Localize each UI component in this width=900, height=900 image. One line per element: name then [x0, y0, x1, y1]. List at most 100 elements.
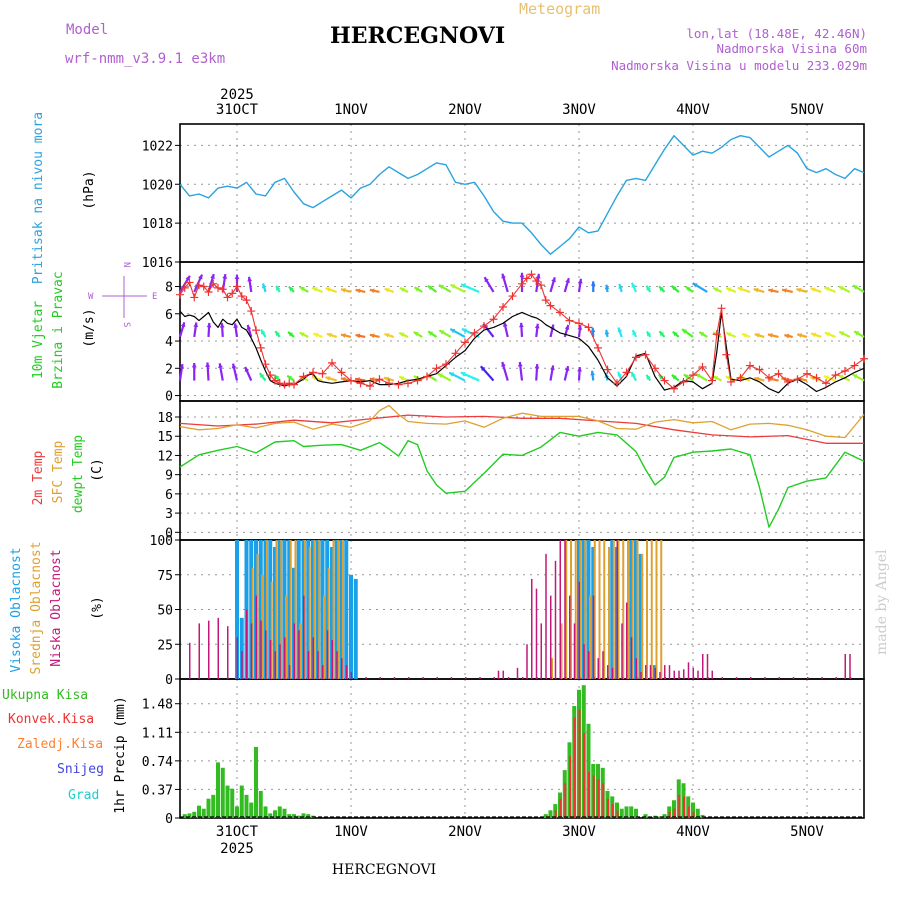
precip-total-bar [657, 816, 662, 818]
low-cloud-bar [569, 595, 571, 679]
wind-arrow-head [340, 333, 346, 338]
gust-marker [831, 371, 840, 380]
wind-arrow-head [726, 287, 732, 292]
gust-marker [556, 308, 564, 317]
low-cloud-bar [279, 644, 281, 679]
wind-arrow-head [244, 366, 250, 372]
wind-arrow-head [796, 287, 802, 293]
low-cloud-baseline [393, 677, 396, 679]
wind-arrow-head [218, 363, 223, 368]
low-cloud-bar [345, 665, 348, 679]
wind-arrow-head [191, 362, 197, 368]
gust-marker [261, 360, 270, 369]
wind-arrow-head [725, 375, 731, 381]
gust-marker [404, 379, 412, 388]
low-cloud-bar [559, 540, 561, 679]
precip-total-bar [629, 806, 634, 818]
low-cloud-bar [326, 630, 329, 679]
watermark: made by Angel [874, 549, 890, 655]
wind-arrow-head [659, 286, 664, 292]
low-cloud-bar [640, 672, 642, 679]
wind-arrow-head [355, 333, 361, 339]
mid-cloud-bar [285, 595, 287, 679]
y-tick-label: 15 [157, 430, 173, 445]
wind-arrow-head [534, 323, 540, 329]
high-cloud-bar [277, 540, 282, 679]
wind-arrow-head [767, 333, 773, 338]
wind-arrow-head [369, 377, 375, 382]
low-cloud-baseline [650, 677, 652, 679]
high-cloud-bar [586, 540, 591, 679]
low-cloud-bar [611, 667, 614, 679]
wind-compass: W E N S [88, 262, 157, 327]
low-cloud-baseline [408, 677, 410, 679]
wind-arrow-head [632, 330, 637, 336]
gust-marker [736, 373, 745, 382]
high-cloud-bar [344, 540, 349, 679]
date-label-top: 5NOV [790, 102, 824, 118]
dewpoint-line [179, 431, 865, 528]
gust-marker [603, 365, 612, 374]
wind-arrow-head [517, 362, 523, 367]
wind-arrow-head [460, 283, 466, 289]
mid-cloud-bar [251, 567, 254, 679]
low-cloud-bar [531, 578, 533, 679]
gust-marker [508, 292, 517, 301]
wind-arrow-head [450, 328, 456, 334]
gust-marker [470, 328, 479, 337]
date-label-bottom: 4NOV [676, 824, 710, 840]
precip-conv-bar [597, 779, 600, 818]
gust-marker [214, 283, 222, 292]
y-tick-label: 4 [165, 335, 173, 350]
gust-marker [803, 369, 811, 378]
mid-cloud-bar [266, 540, 268, 679]
date-label-top: 3NOV [562, 102, 596, 118]
wind-arrow-head [742, 333, 747, 338]
low-cloud-bar [664, 665, 666, 679]
gust-marker [413, 376, 422, 385]
gust-marker [850, 361, 859, 370]
low-cloud-bar [645, 665, 647, 679]
wind-arrow-head [810, 287, 816, 293]
y-tick-label: 6 [165, 488, 173, 503]
gust-marker [280, 380, 289, 389]
wind-arrow-head [233, 323, 239, 329]
gust-marker [717, 304, 726, 313]
low-cloud-baseline [450, 677, 453, 679]
precip-conv-bar [611, 804, 614, 818]
wind-arrow-head [646, 374, 651, 380]
date-label-top: 4NOV [676, 102, 710, 118]
low-cloud-bar [711, 670, 713, 679]
wind-arrow-head [535, 273, 541, 279]
precip-total-bar [619, 808, 624, 818]
wind-arrow-head [399, 332, 405, 337]
mid-cloud-bar [280, 540, 283, 679]
gust-marker [432, 364, 441, 373]
gust-marker [242, 296, 251, 305]
wind-arrow-head [852, 285, 858, 290]
low-cloud-bar [540, 623, 542, 679]
mid-cloud-bar [608, 546, 610, 679]
gust-marker [532, 277, 541, 286]
precip-total-bar [192, 811, 197, 818]
low-cloud-baseline [693, 677, 695, 679]
wind-arrow-head [852, 374, 858, 379]
gust-marker [204, 287, 213, 296]
low-cloud-bar [602, 651, 604, 679]
high-cloud-bar [334, 540, 339, 679]
high-cloud-bar [325, 540, 330, 679]
date-label-bottom: 5NOV [790, 824, 824, 840]
mid-cloud-bar [589, 595, 591, 679]
wind-arrow-head [811, 332, 817, 338]
precip-conv-bar [616, 810, 619, 818]
gust-marker [499, 302, 507, 311]
low-cloud-bar [246, 609, 248, 679]
precip-conv-bar [573, 717, 576, 818]
wind-arrow-head [210, 274, 215, 279]
gust-marker [565, 316, 574, 325]
gust-marker [727, 377, 735, 386]
gust-marker [285, 379, 294, 388]
gust-marker [546, 301, 555, 310]
gust-marker [575, 319, 583, 328]
mid-cloud-bar [617, 540, 620, 679]
